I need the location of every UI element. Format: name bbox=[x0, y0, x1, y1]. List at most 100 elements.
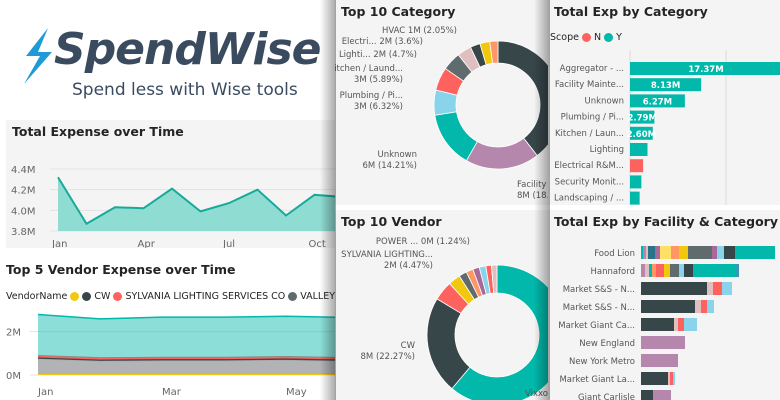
bar-segment bbox=[684, 318, 697, 331]
slice-label-value: 2M (4.47%) bbox=[384, 261, 433, 271]
slice-label-name: Plumbing / Pi... bbox=[340, 91, 403, 101]
legend-dot bbox=[82, 292, 92, 301]
series-line bbox=[37, 356, 335, 361]
logo-wordmark: SpendWise bbox=[54, 24, 321, 75]
category-donut[interactable]: HVAC 1M (2.05%)Electri... 2M (3.6%) Light… bbox=[335, 20, 548, 205]
bar-segment bbox=[712, 246, 717, 259]
panel-shadow bbox=[320, 0, 336, 400]
bar-segment bbox=[648, 246, 655, 259]
scope-legend: Scope N Y bbox=[550, 32, 622, 43]
donut-slice-vixxo bbox=[451, 264, 548, 400]
area-series-valley-pro bbox=[38, 358, 335, 374]
facility-label: Market Giant Ca... bbox=[558, 321, 635, 331]
slice-label-name: Facility bbox=[517, 180, 546, 190]
slice-label-name: CW bbox=[401, 341, 416, 351]
donut-slice-facility bbox=[465, 137, 538, 170]
bar bbox=[630, 94, 685, 108]
facility-label: Market S&S - N... bbox=[563, 285, 635, 295]
legend-item[interactable]: N bbox=[593, 32, 602, 43]
bar-segment bbox=[655, 246, 660, 259]
bar-value-label: 2.60M bbox=[627, 130, 656, 140]
area-fill bbox=[58, 177, 335, 231]
series-line bbox=[57, 176, 335, 226]
bar-segment bbox=[707, 300, 714, 313]
bar-segment bbox=[668, 372, 670, 385]
legend-item[interactable]: CW bbox=[94, 291, 111, 302]
slice-label: HVAC 1M (2.05%) bbox=[382, 26, 457, 36]
bar bbox=[630, 110, 655, 124]
legend-dot bbox=[288, 292, 298, 301]
bar-label: Electrical R&M... bbox=[554, 161, 624, 171]
bar bbox=[630, 78, 702, 92]
legend-title: VendorName bbox=[6, 291, 68, 302]
bar-label: Landscaping / ... bbox=[554, 194, 624, 204]
legend-dot bbox=[70, 292, 80, 301]
bar-segment bbox=[641, 372, 668, 385]
bar-segment bbox=[701, 300, 707, 313]
bar-segment bbox=[684, 264, 693, 277]
area-series-vixxo bbox=[38, 314, 335, 358]
x-tick-label: May bbox=[286, 387, 307, 398]
x-tick-label: Jul bbox=[222, 239, 235, 248]
bar-segment bbox=[653, 390, 671, 400]
vendor-area-chart[interactable]: 2M 0M Jan Mar May bbox=[0, 305, 335, 400]
vendor-donut[interactable]: POWER ... 0M (1.24%) SYLVANIA LIGHTING...… bbox=[335, 230, 548, 400]
legend-dot bbox=[581, 33, 591, 42]
bar-segment bbox=[641, 264, 645, 277]
y-tick-label: 0M bbox=[6, 371, 21, 382]
bar bbox=[630, 143, 648, 156]
bar-label: Security Monit... bbox=[555, 177, 624, 187]
bar-label: Aggregator - ... bbox=[560, 64, 624, 74]
vendor-legend: VendorName CW SYLVANIA LIGHTING SERVICES… bbox=[6, 291, 335, 302]
bar-segment bbox=[717, 246, 724, 259]
y-tick-label: 4.2M bbox=[11, 186, 36, 197]
facility-bar-chart[interactable]: Food Lion Hannaford Market S&S - N... Marke… bbox=[548, 244, 780, 400]
bar-segment bbox=[673, 372, 675, 385]
exp-by-category-panel: Total Exp by Category Scope N Y Aggregat… bbox=[548, 0, 780, 205]
category-bar-chart[interactable]: Aggregator - ... 17.37M Facility Mainte...… bbox=[548, 50, 780, 205]
slice-label-name: Kitchen / Laund... bbox=[335, 64, 403, 74]
bar-segment bbox=[695, 300, 701, 313]
bar-value-label: 6.27M bbox=[643, 97, 672, 107]
bar-segment bbox=[722, 282, 732, 295]
bar-segment bbox=[641, 282, 707, 295]
bar-segment bbox=[707, 282, 713, 295]
legend-item[interactable]: Y bbox=[616, 32, 622, 43]
bar-segment bbox=[688, 246, 712, 259]
legend-item[interactable]: VALLEY PRO bbox=[300, 291, 335, 302]
bar-segment bbox=[641, 246, 643, 259]
top10-vendor-panel: Top 10 Vendor POWER ... 0M (1.24%) SYLVAN… bbox=[335, 210, 548, 400]
bar-value-label: 2.79M bbox=[627, 114, 656, 124]
legend-dot bbox=[604, 33, 614, 42]
panel-shadow bbox=[534, 0, 550, 400]
bar-segment bbox=[660, 246, 671, 259]
bar-value-label: 17.37M bbox=[688, 65, 723, 75]
facility-label: Market S&S - N... bbox=[563, 303, 635, 313]
spendwise-logo: SpendWise Spend less with Wise tools bbox=[18, 24, 321, 108]
bar-segment bbox=[670, 372, 673, 385]
y-tick-label: 4.0M bbox=[11, 206, 36, 217]
facility-label: Food Lion bbox=[594, 249, 635, 259]
panel-title: Top 10 Category bbox=[341, 4, 456, 19]
bar-segment bbox=[641, 354, 678, 367]
slice-label-name: Vixxo bbox=[525, 389, 548, 399]
top5-vendor-panel: Top 5 Vendor Expense over Time VendorNam… bbox=[0, 258, 335, 400]
x-tick-label: Jan bbox=[51, 239, 67, 248]
bar-segment bbox=[641, 318, 674, 331]
facility-label: Hannaford bbox=[590, 267, 635, 277]
slice-label-name: Unknown bbox=[378, 150, 417, 160]
bar-segment bbox=[724, 246, 735, 259]
slice-label: Electri... 2M (3.6%) bbox=[342, 37, 423, 47]
x-tick-label: Mar bbox=[162, 387, 182, 398]
bar bbox=[630, 175, 642, 189]
facility-label: New York Metro bbox=[569, 357, 635, 367]
legend-item[interactable]: SYLVANIA LIGHTING SERVICES CO bbox=[125, 291, 286, 302]
bar bbox=[630, 159, 644, 173]
exp-by-facility-panel: Total Exp by Facility & Category Food Li… bbox=[548, 210, 780, 400]
bar-segment bbox=[674, 318, 678, 331]
series-line bbox=[37, 358, 335, 362]
bar bbox=[630, 62, 780, 75]
donut-slice-cw bbox=[426, 298, 471, 390]
total-expense-panel: Total Expense over Time 4.4M 4.2M 4.0M 3.8M… bbox=[6, 120, 335, 248]
total-expense-chart[interactable]: 4.4M 4.2M 4.0M 3.8M Jan Apr Jul Oct bbox=[6, 143, 335, 248]
